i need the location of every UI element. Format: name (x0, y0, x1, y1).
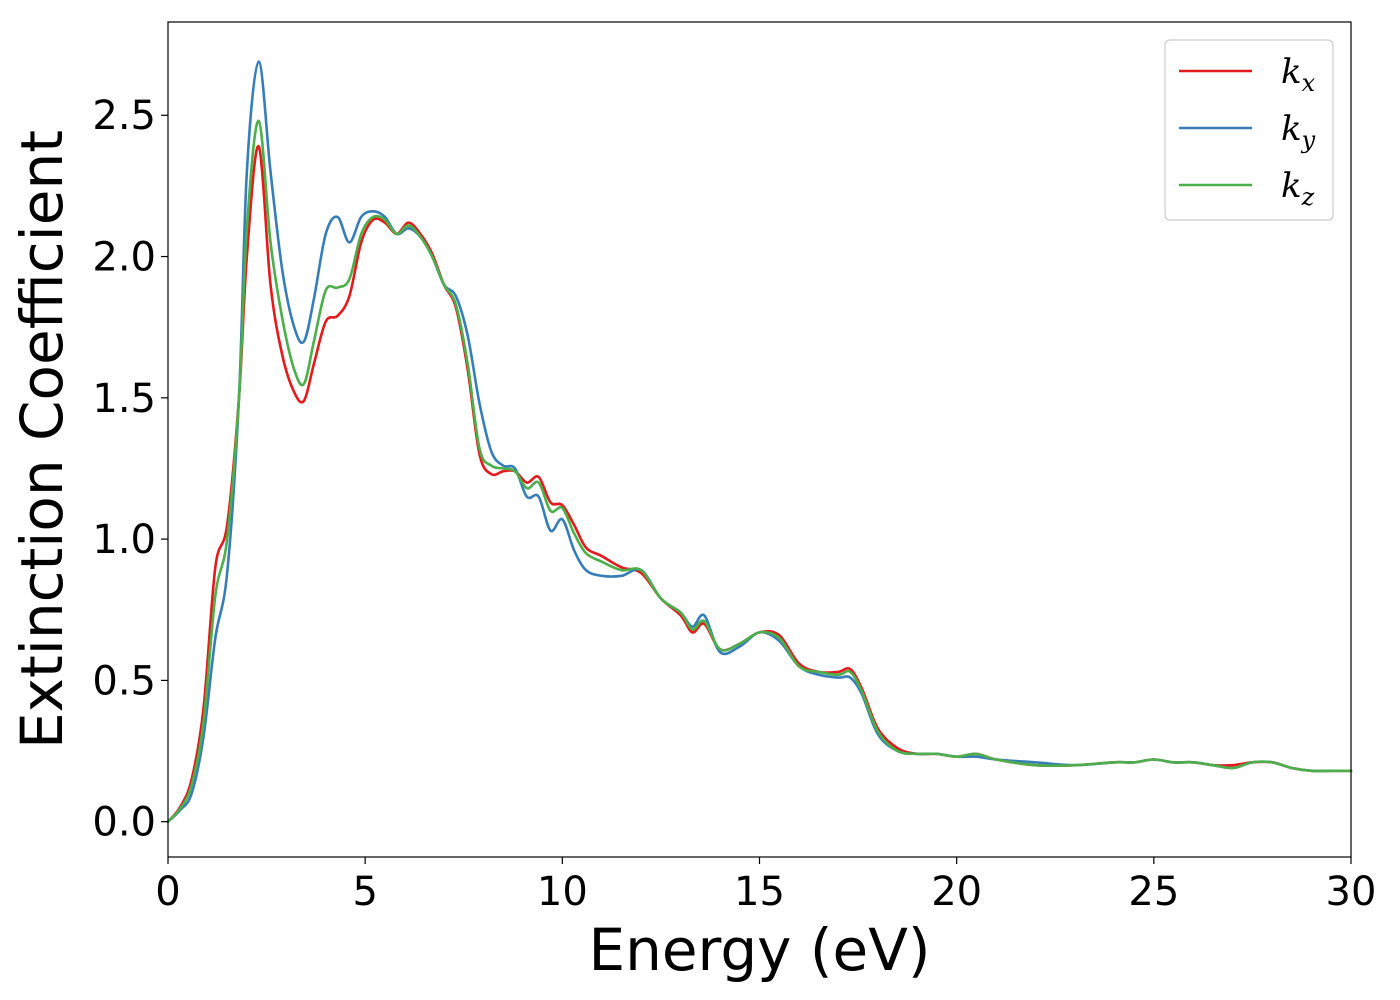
y-tick-label: 1.5 (92, 376, 156, 422)
series-layer (166, 60, 1353, 823)
x-tick-label: 10 (537, 869, 588, 915)
x-tick-label: 20 (931, 869, 982, 915)
legend: kx ky kz (1164, 39, 1334, 221)
y-axis-label: Extinction Coefficient (8, 130, 76, 749)
x-axis: 0 5 10 15 20 25 30 (155, 857, 1376, 915)
x-tick-label: 30 (1326, 869, 1377, 915)
y-tick-label: 0.5 (92, 658, 156, 704)
legend-label-x: kx (1281, 52, 1316, 97)
series-line-z (166, 119, 1353, 823)
legend-label-y: ky (1281, 109, 1316, 154)
y-tick-label: 0.0 (92, 800, 156, 846)
x-axis-label: Energy (eV) (588, 916, 930, 984)
y-axis: 0.0 0.5 1.0 1.5 2.0 2.5 (92, 93, 168, 846)
y-tick-label: 1.0 (92, 517, 156, 563)
plot-area (168, 22, 1351, 857)
x-tick-label: 15 (734, 869, 785, 915)
x-tick-label: 5 (352, 869, 377, 915)
y-tick-label: 2.0 (92, 235, 156, 281)
legend-label-z: kz (1281, 166, 1315, 211)
y-tick-label: 2.5 (92, 93, 156, 139)
legend-frame (1164, 39, 1334, 221)
x-tick-label: 25 (1128, 869, 1179, 915)
x-tick-label: 0 (155, 869, 180, 915)
